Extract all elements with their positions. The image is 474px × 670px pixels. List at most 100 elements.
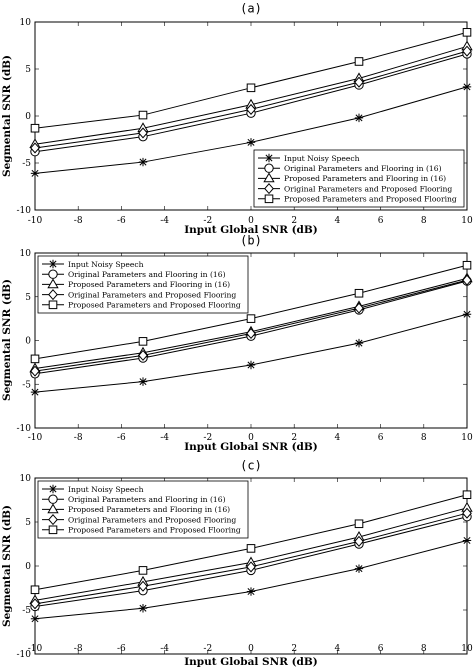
- x-tick-label: 6: [378, 433, 384, 443]
- y-tick-label: -10: [17, 424, 32, 434]
- legend-entry: Original Parameters and Flooring in (16): [68, 495, 226, 504]
- y-tick-label: -5: [22, 159, 31, 169]
- data-point-star: [354, 113, 364, 123]
- y-tick-label: 5: [25, 293, 31, 303]
- data-point-square: [30, 585, 40, 595]
- x-tick-label: -6: [117, 216, 126, 226]
- data-point-square: [246, 83, 256, 93]
- x-axis-label: Input Global SNR (dB): [184, 224, 318, 236]
- data-point-square: [354, 57, 364, 66]
- x-tick-label: 10: [461, 644, 473, 654]
- series-star: [30, 310, 472, 397]
- x-tick-label: 2: [291, 644, 297, 654]
- y-tick-label: 0: [25, 112, 31, 122]
- legend-box: [37, 480, 249, 539]
- x-tick-label: -2: [203, 433, 212, 443]
- data-point-star: [246, 587, 256, 596]
- legend-entry: Proposed Parameters and Proposed Floorin…: [284, 195, 457, 204]
- data-point-square: [138, 566, 148, 575]
- data-point-diamond: [138, 349, 148, 361]
- series-line-triangle: [34, 45, 468, 145]
- legend-entry: Proposed Parameters and Flooring in (16): [284, 174, 446, 183]
- data-point-diamond: [246, 327, 256, 340]
- y-tick-label: -5: [22, 380, 31, 390]
- x-tick-label: 10: [461, 433, 473, 443]
- x-tick-label: -2: [203, 644, 212, 654]
- legend-entry: Original Parameters and Proposed Floorin…: [68, 290, 236, 299]
- x-tick-label: -8: [74, 644, 83, 654]
- y-tick-label: 0: [25, 337, 31, 347]
- series-square: [30, 490, 472, 595]
- x-tick-label: 6: [378, 644, 384, 654]
- chart-panel-3: (c) -10 -8 -6 -4 -2 0 2 4 6 8 10 10 5 0 -5 -10 Input Glob…: [1, 459, 473, 669]
- panel-label: (c): [240, 459, 262, 473]
- legend-marker-triangle: [47, 278, 59, 289]
- data-point-diamond: [462, 274, 472, 286]
- data-point-star: [462, 310, 472, 319]
- data-point-square: [138, 337, 148, 346]
- legend-entry: Proposed Parameters and Proposed Floorin…: [68, 301, 241, 310]
- y-tick-label: 5: [25, 518, 31, 528]
- data-point-diamond: [30, 142, 40, 154]
- data-point-square: [462, 260, 472, 270]
- y-axis-label: Segmental SNR (dB): [1, 505, 13, 627]
- y-tick-label: 10: [20, 18, 32, 28]
- x-tick-label: -10: [28, 216, 43, 226]
- legend-entry: Original Parameters and Flooring in (16): [284, 164, 442, 173]
- y-tick-label: -5: [22, 606, 31, 616]
- data-point-star: [462, 82, 472, 92]
- legend-marker-square: [48, 300, 58, 310]
- x-tick-label: 10: [461, 216, 473, 226]
- legend-marker-star: [48, 484, 58, 494]
- data-point-square: [30, 354, 40, 364]
- data-point-star: [30, 614, 40, 623]
- legend-marker-diamond: [48, 514, 58, 526]
- legend-box: [253, 149, 465, 208]
- x-tick-label: -10: [28, 433, 43, 443]
- x-axis-label: Input Global SNR (dB): [184, 441, 318, 453]
- x-tick-label: 8: [421, 433, 427, 443]
- y-tick-label: -10: [17, 206, 32, 216]
- y-axis-label: Segmental SNR (dB): [1, 279, 13, 401]
- x-tick-label: -4: [160, 644, 169, 654]
- legend-entry: Proposed Parameters and Flooring in (16): [68, 280, 230, 289]
- x-tick-label: -2: [203, 216, 212, 226]
- data-point-square: [462, 490, 472, 500]
- data-point-square: [30, 123, 40, 133]
- x-tick-label: -10: [28, 644, 43, 654]
- data-point-star: [138, 157, 148, 167]
- y-tick-label: 0: [25, 562, 31, 572]
- data-point-star: [354, 564, 364, 573]
- x-tick-label: 8: [421, 644, 427, 654]
- data-point-square: [354, 519, 364, 529]
- data-point-star: [138, 377, 148, 386]
- data-point-diamond: [30, 365, 40, 377]
- x-tick-label: -8: [74, 216, 83, 226]
- y-tick-label: -10: [17, 650, 32, 660]
- series-star: [30, 82, 472, 178]
- data-point-diamond: [138, 580, 148, 592]
- panel-label: (a): [240, 2, 262, 16]
- data-point-diamond: [354, 302, 364, 314]
- series-diamond: [30, 507, 472, 610]
- data-point-square: [138, 110, 148, 120]
- data-point-star: [462, 536, 472, 545]
- data-point-square: [246, 314, 256, 323]
- legend-box: [37, 255, 249, 314]
- legend-entry: Proposed Parameters and Flooring in (16): [68, 505, 230, 514]
- data-point-diamond: [462, 507, 472, 519]
- series-diamond: [30, 274, 472, 377]
- x-tick-label: 2: [291, 216, 297, 226]
- x-tick-label: -6: [117, 433, 126, 443]
- series-triangle: [29, 40, 473, 149]
- x-tick-label: 8: [421, 216, 427, 226]
- legend-marker-diamond: [264, 183, 274, 195]
- legend-entry: Input Noisy Speech: [68, 260, 144, 269]
- legend-marker-triangle: [263, 172, 275, 183]
- legend-entry: Original Parameters and Flooring in (16): [68, 270, 226, 279]
- legend-marker-star: [48, 259, 58, 269]
- data-point-diamond: [354, 76, 364, 88]
- x-axis-label: Input Global SNR (dB): [184, 656, 318, 668]
- x-tick-label: 4: [335, 644, 341, 654]
